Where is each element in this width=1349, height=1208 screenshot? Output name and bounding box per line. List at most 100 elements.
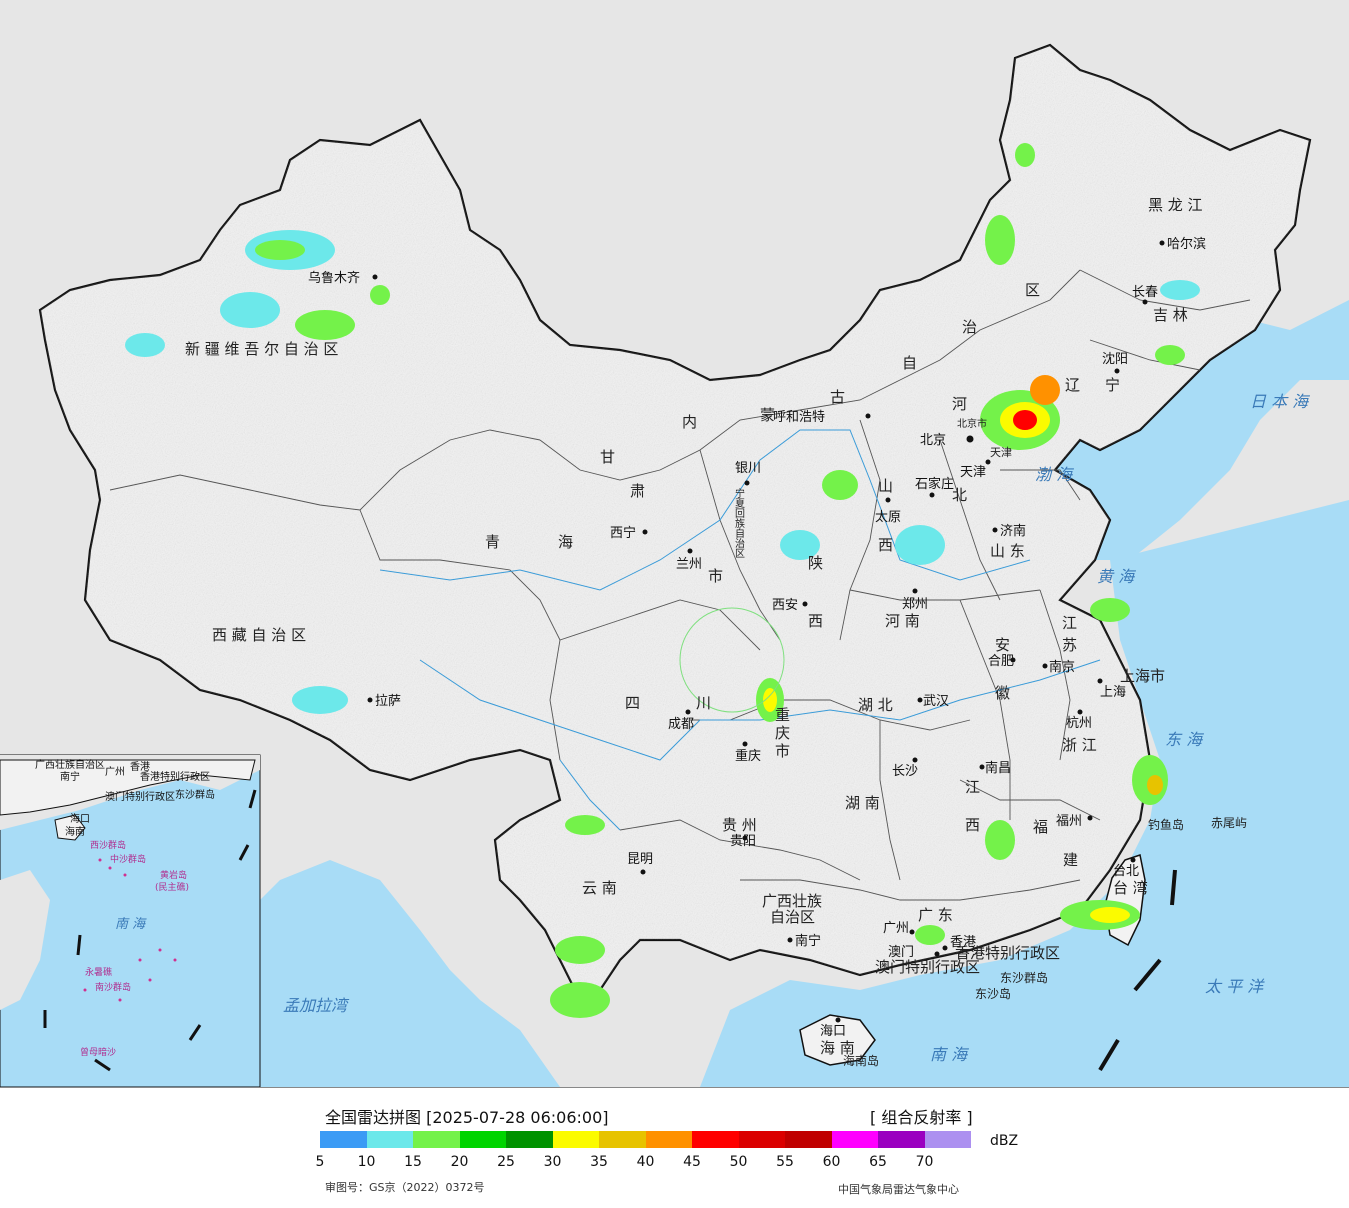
legend-tick-label: 15 — [404, 1154, 422, 1170]
sea-bohai: 渤 海 — [1035, 465, 1074, 484]
city-guangzhou: 广州 — [883, 921, 909, 936]
label-chongqing-shi-1: 重 — [775, 706, 790, 724]
label-shaanxi-1: 陕 — [808, 554, 823, 572]
city-urumqi: 乌鲁木齐 — [308, 270, 360, 286]
inset-nansha: 南沙群岛 — [95, 981, 131, 993]
city-zhengzhou: 郑州 — [902, 597, 928, 612]
label-jiangxi-1: 江 — [965, 778, 980, 796]
legend-swatch — [785, 1131, 832, 1148]
legend-swatch — [878, 1131, 925, 1148]
sea-pacific — [700, 500, 1349, 1087]
city-chongqing: 重庆 — [735, 748, 761, 764]
label-hainan: 海 南 — [820, 1039, 855, 1057]
city-changsha: 长沙 — [892, 764, 918, 779]
label-sichuan-2: 川 — [696, 694, 711, 712]
legend-tick-label: 25 — [497, 1154, 515, 1170]
city-hohhot: 呼和浩特 — [773, 410, 825, 425]
city-fuzhou: 福州 — [1056, 814, 1082, 829]
city-beijing: 北京 — [920, 433, 946, 448]
city-xian: 西安 — [772, 598, 798, 613]
legend-panel: 全国雷达拼图 [2025-07-28 06:06:00] [ 组合反射率 ] d… — [0, 1088, 1349, 1208]
inset-dongsha: 东沙群岛 — [175, 788, 215, 801]
inset-huangyan: 黄岩岛 — [160, 869, 187, 881]
sea-donghai: 东 海 — [1165, 730, 1204, 749]
legend-swatch — [552, 1131, 599, 1148]
legend-swatch — [831, 1131, 878, 1148]
city-lanzhou: 兰州 — [676, 557, 702, 572]
label-anhui-1: 安 — [995, 636, 1010, 654]
city-haikou: 海口 — [820, 1024, 846, 1039]
inset-zengmu: 曾母暗沙 — [80, 1046, 116, 1058]
city-shanghai: 上海 — [1100, 685, 1126, 700]
sea-bengal — [180, 860, 560, 1087]
inset-yongshu: 永暑礁 — [85, 966, 112, 978]
island-dongsha-dao: 东沙岛 — [975, 986, 1011, 1001]
label-guangxi-2: 自治区 — [770, 908, 815, 926]
label-shaanxi-2: 西 — [808, 612, 823, 630]
label-jiangsu-2: 苏 — [1062, 636, 1077, 654]
label-gansu-2: 肃 — [630, 482, 645, 500]
inset-nanhai: 南 海 — [115, 917, 147, 932]
south-china-sea-inset: 广西壮族自治区 南宁 广州 香港 香港特别行政区 澳门特别行政区 东沙群岛 海口… — [0, 754, 261, 1087]
legend-tick-label: 30 — [543, 1154, 562, 1170]
sea-huanghai: 黄 海 — [1097, 567, 1136, 586]
label-jilin: 吉 林 — [1153, 306, 1188, 324]
china-map-svg: 新 疆 维 吾 尔 自 治 区 西 藏 自 治 区 青 海 甘 肃 市 内 蒙 … — [0, 0, 1349, 1087]
label-guangxi-1: 广西壮族 — [762, 892, 822, 910]
legend-swatch — [366, 1131, 413, 1148]
city-macao: 澳门 — [888, 944, 914, 960]
label-shanxi-2: 西 — [878, 536, 893, 554]
radar-echoes — [125, 143, 1200, 1018]
label-taiwan: 台 湾 — [1113, 879, 1148, 897]
label-shanxi-1: 山 — [878, 477, 893, 495]
label-neimenggu-4: 自 — [902, 354, 917, 372]
inset-xisha: 西沙群岛 — [90, 839, 126, 851]
label-guangdong: 广 东 — [918, 906, 953, 924]
inset-guangzhou: 广州 — [105, 766, 125, 778]
city-kunming: 昆明 — [627, 852, 653, 867]
city-lhasa: 拉萨 — [375, 694, 401, 709]
label-neimenggu-5: 治 — [962, 318, 977, 336]
label-liaoning-1: 辽 — [1065, 376, 1080, 394]
label-anhui-2: 徽 — [995, 684, 1010, 702]
label-gansu-shi: 市 — [708, 567, 723, 585]
inset-guangxi: 广西壮族自治区 — [35, 758, 105, 771]
city-nanning: 南宁 — [795, 933, 821, 949]
label-yunnan: 云 南 — [582, 879, 617, 897]
legend-title: 全国雷达拼图 [2025-07-28 06:06:00] — [325, 1108, 609, 1127]
legend-tick-label: 50 — [729, 1154, 748, 1170]
sea-ribenhai: 日 本 海 — [1250, 392, 1310, 411]
label-zhejiang: 浙 江 — [1062, 736, 1097, 754]
legend-ticks: 5 10 15 20 25 30 35 40 45 50 55 60 65 70 — [316, 1154, 980, 1172]
legend-tick-label: 60 — [822, 1154, 841, 1170]
legend-tick-label: 20 — [450, 1154, 469, 1170]
label-shandong: 山 东 — [990, 542, 1025, 560]
label-hunan: 湖 南 — [845, 794, 880, 812]
label-qinghai-1: 青 — [485, 533, 500, 551]
island-dongsha-qundao: 东沙群岛 — [1000, 970, 1048, 985]
label-jiangsu-1: 江 — [1062, 614, 1077, 632]
city-markers — [367, 240, 1165, 1023]
inset-macao-sar: 澳门特别行政区 — [105, 790, 175, 803]
label-hubei: 湖 北 — [858, 696, 893, 714]
city-hefei: 合肥 — [988, 654, 1014, 669]
legend-swatch — [459, 1131, 506, 1148]
label-hebei-1: 河 — [952, 395, 967, 413]
legend-tick-label: 5 — [315, 1154, 325, 1170]
label-sichuan-1: 四 — [625, 694, 640, 712]
sea-mengjiala: 孟加拉湾 — [283, 996, 350, 1015]
radar-map: 新 疆 维 吾 尔 自 治 区 西 藏 自 治 区 青 海 甘 肃 市 内 蒙 … — [0, 0, 1349, 1088]
legend-tick-label: 65 — [869, 1154, 887, 1170]
legend-tick-label: 10 — [357, 1154, 376, 1170]
inset-nanning: 南宁 — [60, 770, 80, 783]
island-diaoyu: 钓鱼岛 — [1148, 817, 1184, 832]
inset-minzhu: (民主礁) — [155, 881, 189, 893]
legend-swatch — [320, 1131, 367, 1148]
sea-taipingyang: 太 平 洋 — [1205, 977, 1265, 996]
inset-zhongsha: 中沙群岛 — [110, 853, 146, 865]
city-nanjing: 南京 — [1049, 659, 1075, 675]
label-xizang: 西 藏 自 治 区 — [212, 626, 306, 644]
legend-swatch — [599, 1131, 646, 1148]
inset-hongkong-sar: 香港特别行政区 — [140, 770, 210, 783]
